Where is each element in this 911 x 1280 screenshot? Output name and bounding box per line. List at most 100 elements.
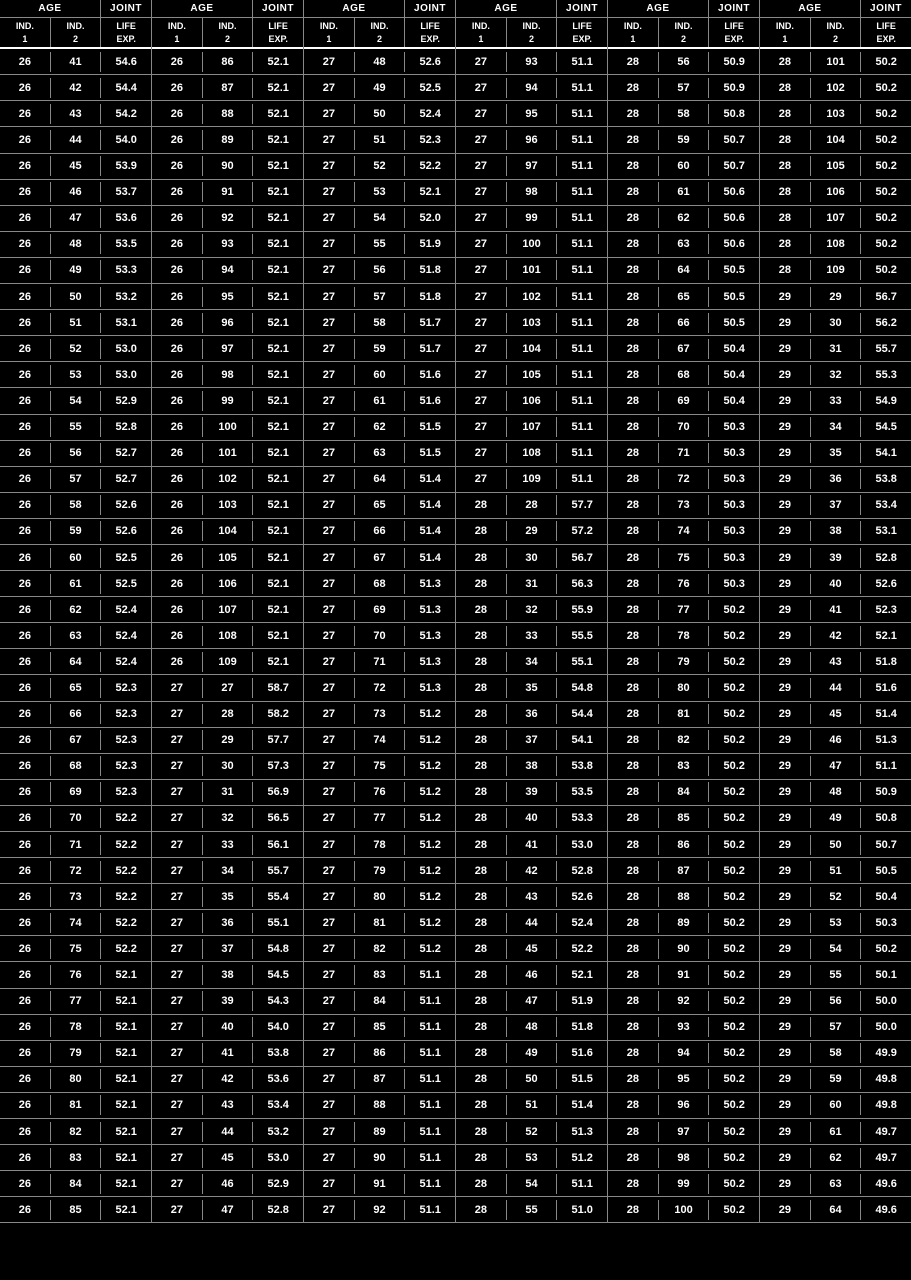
table-row: 264454.0	[0, 127, 151, 153]
ind1-cell: 28	[456, 600, 507, 620]
ind2-cell: 95	[507, 104, 558, 124]
life-expectancy-table: AGEJOINTIND.1IND.2LIFEEXP.264154.6264254…	[0, 0, 911, 1223]
ind2-cell: 80	[659, 678, 710, 698]
life-exp-cell: 57.7	[253, 730, 303, 750]
life-exp-cell: 52.1	[253, 313, 303, 333]
ind2-cell: 105	[507, 365, 558, 385]
table-row: 288850.2	[608, 884, 759, 910]
ind2-cell: 85	[355, 1017, 406, 1037]
ind2-cell: 30	[811, 313, 862, 333]
ind2-cell: 50	[51, 287, 102, 307]
ind2-cell: 52	[355, 156, 406, 176]
life-exp-cell: 52.1	[101, 1122, 151, 1142]
life-exp-cell: 54.5	[253, 965, 303, 985]
table-row: 285650.9	[608, 49, 759, 75]
ind1-cell: 28	[456, 652, 507, 672]
life-exp-cell: 51.2	[557, 1148, 607, 1168]
table-row: 265552.8	[0, 415, 151, 441]
joint-header: JOINT	[709, 0, 759, 17]
ind2-cell: 33	[507, 626, 558, 646]
table-row: 2810450.2	[760, 127, 911, 153]
ind1-cell: 29	[760, 521, 811, 541]
ind1-cell: 28	[760, 104, 811, 124]
life-exp-cell: 50.2	[861, 52, 911, 72]
life-exp-cell: 50.2	[709, 965, 759, 985]
table-row: 277651.2	[304, 780, 455, 806]
life-exp-cell: 50.2	[709, 1069, 759, 1089]
table-row: 267652.1	[0, 962, 151, 988]
ind2-cell: 72	[355, 678, 406, 698]
life-exp-cell: 52.1	[253, 287, 303, 307]
ind1-cell: 28	[456, 887, 507, 907]
life-exp-cell: 50.2	[709, 730, 759, 750]
life-exp-cell: 51.7	[405, 339, 455, 359]
life-exp-cell: 51.7	[405, 313, 455, 333]
table-row: 295150.5	[760, 858, 911, 884]
table-row: 285051.5	[456, 1067, 607, 1093]
ind1-cell: 28	[608, 965, 659, 985]
life-exp-cell: 51.3	[405, 626, 455, 646]
table-row: 274952.5	[304, 75, 455, 101]
ind2-cell: 76	[659, 574, 710, 594]
table-row: 273356.1	[152, 832, 303, 858]
table-row: 279951.1	[456, 206, 607, 232]
ind2-cell: 47	[811, 756, 862, 776]
ind2-cell: 65	[659, 287, 710, 307]
ind1-cell: 27	[456, 469, 507, 489]
ind1-cell: 27	[456, 260, 507, 280]
life-exp-cell: 51.1	[405, 1043, 455, 1063]
table-row: 278051.2	[304, 884, 455, 910]
life-exp-cell: 52.4	[101, 600, 151, 620]
table-row: 272858.2	[152, 702, 303, 728]
life-exp-header: LIFEEXP.	[709, 18, 759, 47]
life-exp-cell: 54.0	[253, 1017, 303, 1037]
table-row: 273256.5	[152, 806, 303, 832]
ind1-cell: 27	[456, 52, 507, 72]
ind1-cell: 27	[304, 521, 355, 541]
ind1-cell: 28	[760, 260, 811, 280]
ind2-cell: 88	[355, 1095, 406, 1115]
table-row: 2610952.1	[152, 649, 303, 675]
table-row: 294850.9	[760, 780, 911, 806]
ind2-cell: 98	[203, 365, 254, 385]
table-row: 274652.9	[152, 1171, 303, 1197]
life-exp-cell: 52.3	[101, 704, 151, 724]
ind1-cell: 28	[608, 339, 659, 359]
table-row: 283754.1	[456, 728, 607, 754]
table-row: 294451.6	[760, 675, 911, 701]
life-exp-cell: 55.9	[557, 600, 607, 620]
table-row: 293952.8	[760, 545, 911, 571]
table-row: 293454.5	[760, 415, 911, 441]
life-exp-cell: 54.1	[557, 730, 607, 750]
age-header: AGE	[0, 0, 101, 17]
ind2-cell: 58	[659, 104, 710, 124]
ind2-cell: 35	[811, 443, 862, 463]
ind2-cell: 91	[659, 965, 710, 985]
ind1-cell: 28	[456, 1043, 507, 1063]
ind1-cell: 27	[304, 600, 355, 620]
ind2-cell: 54	[811, 939, 862, 959]
life-exp-cell: 51.4	[405, 469, 455, 489]
life-exp-cell: 51.1	[557, 208, 607, 228]
ind1-cell: 27	[152, 913, 203, 933]
life-exp-cell: 54.0	[101, 130, 151, 150]
ind1-cell: 26	[152, 260, 203, 280]
ind1-cell: 26	[0, 78, 51, 98]
table-row: 287850.2	[608, 623, 759, 649]
ind1-cell: 26	[0, 1148, 51, 1168]
ind2-cell: 81	[355, 913, 406, 933]
life-exp-cell: 57.2	[557, 521, 607, 541]
table-row: 286350.6	[608, 232, 759, 258]
table-row: 293354.9	[760, 388, 911, 414]
ind2-cell: 44	[811, 678, 862, 698]
ind1-cell: 28	[608, 78, 659, 98]
ind1-cell: 29	[760, 1200, 811, 1220]
ind2-cell: 31	[507, 574, 558, 594]
ind2-cell: 79	[51, 1043, 102, 1063]
ind2-cell: 63	[811, 1174, 862, 1194]
life-exp-cell: 53.1	[861, 521, 911, 541]
life-exp-cell: 50.8	[709, 104, 759, 124]
ind2-cell: 36	[507, 704, 558, 724]
life-exp-cell: 52.4	[557, 913, 607, 933]
table-row: 2710451.1	[456, 336, 607, 362]
